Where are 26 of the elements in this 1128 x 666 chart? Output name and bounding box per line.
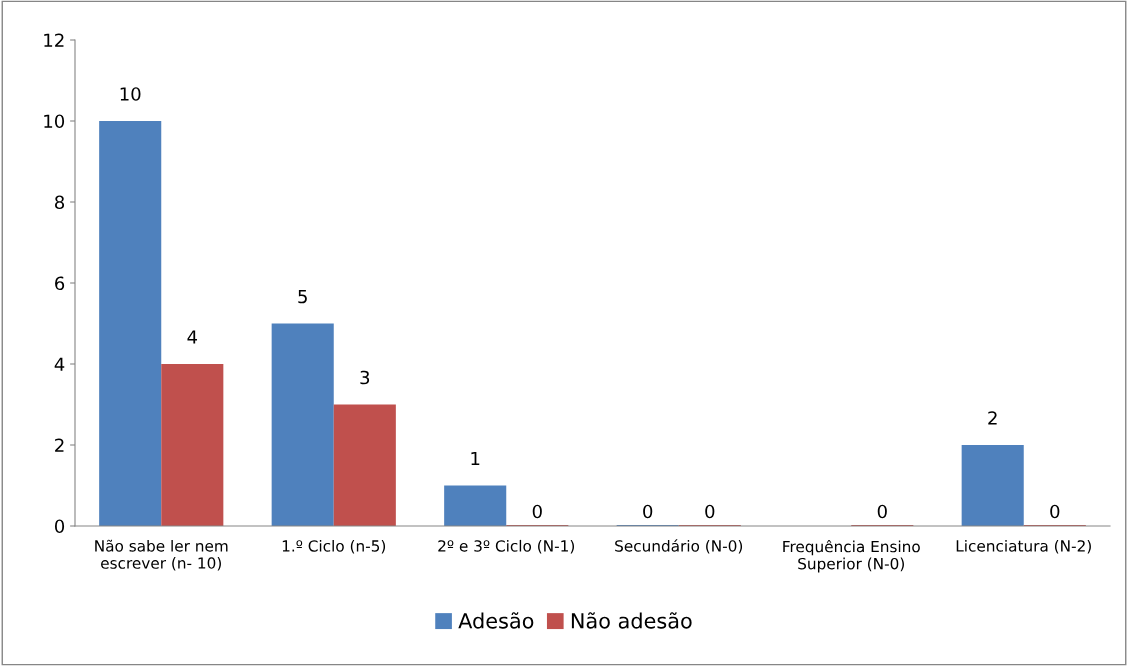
legend-label: Adesão <box>458 612 534 629</box>
y-tick-label: 4 <box>54 357 65 371</box>
data-label: 0 <box>643 504 653 519</box>
y-tick-label: 6 <box>55 276 65 291</box>
x-tick-label: Não sabe ler nem escrever (n- 10) <box>95 539 228 571</box>
y-tick-label: 2 <box>55 438 64 452</box>
legend-label: Não adesão <box>571 612 692 629</box>
y-tick-label: 10 <box>44 114 65 129</box>
y-tick-label: 8 <box>55 195 65 210</box>
x-tick-label: 2º e 3º Ciclo (N-1) <box>438 539 575 554</box>
y-tick-label: 12 <box>44 33 64 47</box>
data-label: 10 <box>120 87 141 101</box>
x-tick-label: Licenciatura (N-2) <box>956 539 1091 554</box>
data-label: 0 <box>877 504 887 519</box>
y-tick-label: 0 <box>54 519 65 534</box>
x-tick-label: Frequência Ensino Superior (N-0) <box>783 539 920 573</box>
data-label: 3 <box>360 370 370 385</box>
x-tick-label: 1.º Ciclo (n-5) <box>282 539 386 554</box>
data-label: 0 <box>705 504 715 519</box>
data-label: 0 <box>532 504 542 519</box>
x-tick-label: Secundário (N-0) <box>615 539 743 554</box>
data-label: 5 <box>298 289 307 304</box>
data-label: 4 <box>187 330 198 344</box>
data-label: 0 <box>1050 504 1060 519</box>
data-label: 2 <box>988 411 997 425</box>
data-label: 1 <box>471 451 480 466</box>
